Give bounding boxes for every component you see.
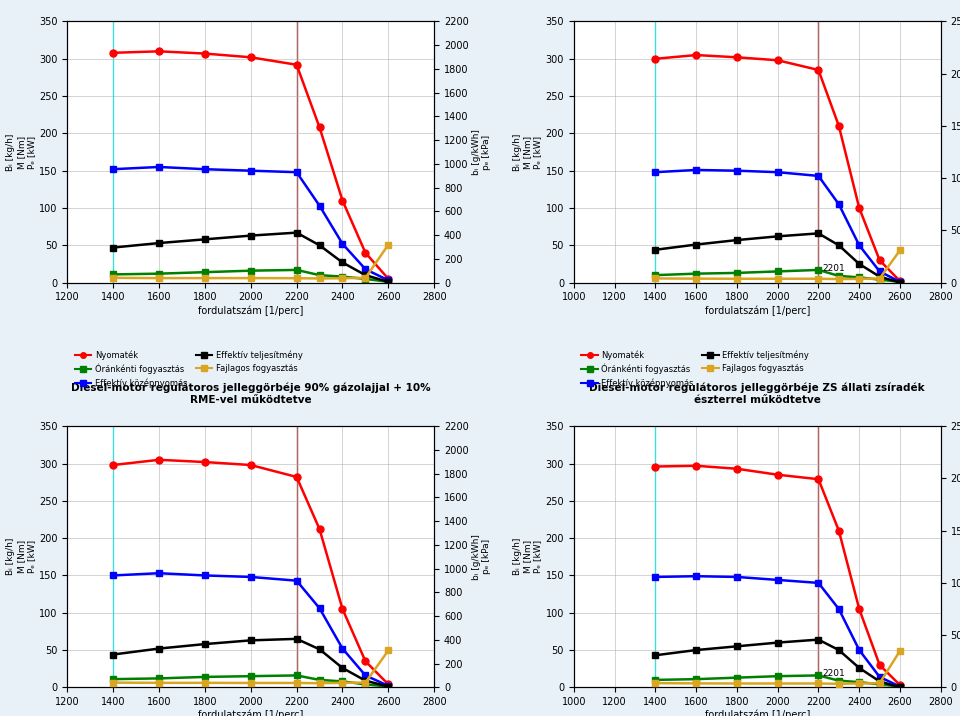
Y-axis label: Bᵢ [kg/h]
M [Nm]
Pₑ [kW]: Bᵢ [kg/h] M [Nm] Pₑ [kW] <box>513 538 542 576</box>
Y-axis label: Bᵢ [kg/h]
M [Nm]
Pₑ [kW]: Bᵢ [kg/h] M [Nm] Pₑ [kW] <box>513 133 542 170</box>
Y-axis label: bᵢ [g/kWh]
pₑ [kPa]: bᵢ [g/kWh] pₑ [kPa] <box>471 534 491 580</box>
Text: 2201: 2201 <box>823 669 845 678</box>
X-axis label: fordulatszám [1/perc]: fordulatszám [1/perc] <box>705 305 810 316</box>
Y-axis label: Bᵢ [kg/h]
M [Nm]
Pₑ [kW]: Bᵢ [kg/h] M [Nm] Pₑ [kW] <box>7 538 36 576</box>
Title: Diesel-motor regulátoros jelleggörbéje 90% gázolajjal + 10%
RME-vel működtetve: Diesel-motor regulátoros jelleggörbéje 9… <box>71 383 430 405</box>
X-axis label: fordulatszám [1/perc]: fordulatszám [1/perc] <box>705 710 810 716</box>
Title: Diesel-motor regulátoros jelleggörbéje ZS állati zsíradék
észterrel működtetve: Diesel-motor regulátoros jelleggörbéje Z… <box>589 383 925 405</box>
Legend: Nyomaték, Óránkénti fogyasztás, Effektív középnyomás, Effektív teljesítmény, Faj: Nyomaték, Óránkénti fogyasztás, Effektív… <box>578 347 812 392</box>
X-axis label: fordulatszám [1/perc]: fordulatszám [1/perc] <box>198 710 303 716</box>
Y-axis label: Bᵢ [kg/h]
M [Nm]
Pₑ [kW]: Bᵢ [kg/h] M [Nm] Pₑ [kW] <box>7 133 36 170</box>
Y-axis label: bᵢ [g/kWh]
pₑ [kPa]: bᵢ [g/kWh] pₑ [kPa] <box>471 129 491 175</box>
Text: 2201: 2201 <box>823 264 845 274</box>
X-axis label: fordulatszám [1/perc]: fordulatszám [1/perc] <box>198 305 303 316</box>
Legend: Nyomaték, Óránkénti fogyasztás, Effektív középnyomás, Effektív teljesítmény, Faj: Nyomaték, Óránkénti fogyasztás, Effektív… <box>71 347 305 392</box>
